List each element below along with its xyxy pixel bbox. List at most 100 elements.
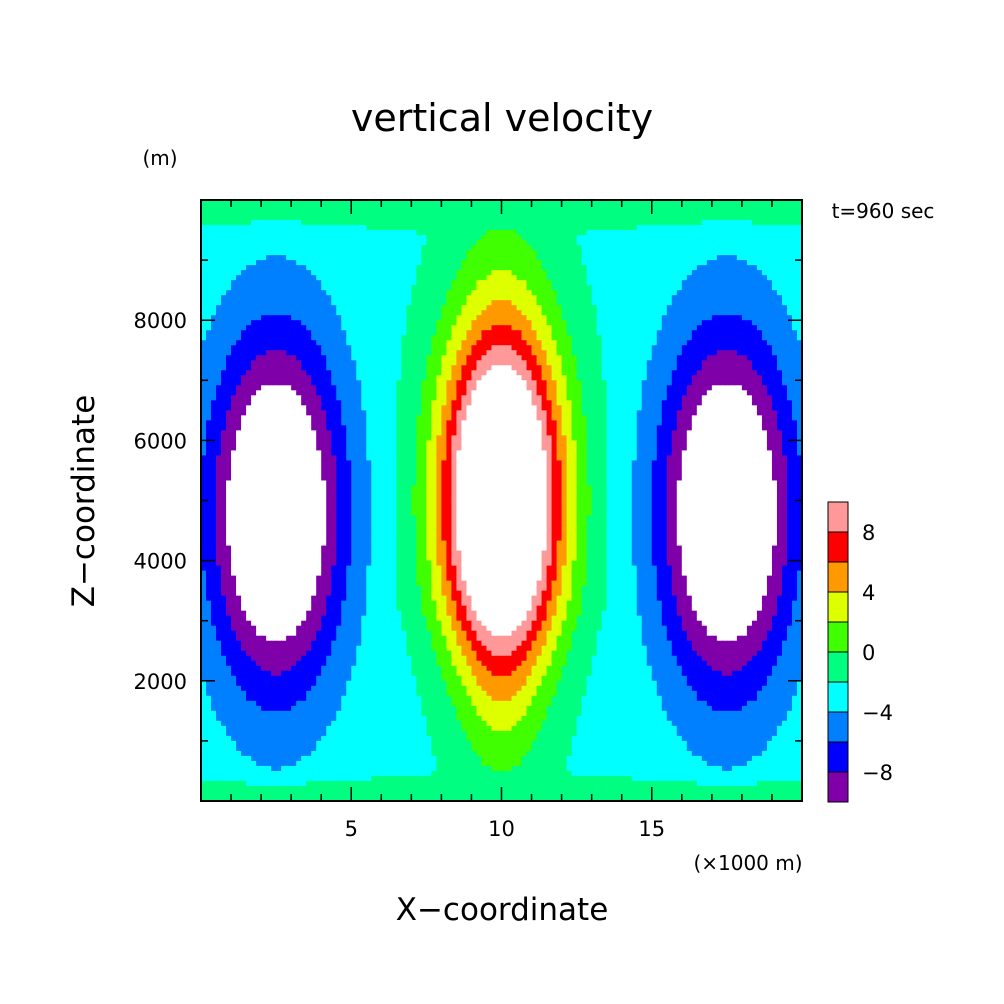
contour-cell [301, 285, 307, 291]
contour-cell [766, 280, 773, 286]
contour-cell [706, 325, 713, 331]
contour-cell [786, 305, 793, 311]
contour-cell [336, 360, 342, 366]
contour-cell [436, 220, 442, 226]
contour-cell [281, 355, 287, 361]
contour-cell [506, 300, 513, 306]
contour-cell [311, 295, 317, 301]
contour-cell [621, 210, 628, 216]
contour-cell [616, 225, 623, 231]
contour-cell [441, 405, 448, 411]
contour-cell [656, 310, 663, 316]
contour-cell [591, 290, 598, 296]
contour-cell [251, 360, 257, 366]
contour-cell [441, 330, 448, 336]
contour-cell [466, 215, 473, 221]
contour-cell [686, 290, 693, 296]
contour-cell [376, 335, 382, 341]
contour-cell [666, 215, 673, 221]
contour-cell [641, 270, 648, 276]
contour-cell [716, 240, 723, 246]
contour-cell [736, 205, 743, 211]
contour-cell [541, 215, 548, 221]
contour-cell [746, 245, 753, 251]
contour-cell [796, 285, 803, 291]
contour-cell [586, 370, 593, 376]
contour-cell [296, 210, 302, 216]
contour-cell [761, 265, 768, 271]
contour-cell [251, 380, 257, 386]
contour-cell [311, 245, 317, 251]
contour-cell [506, 255, 513, 261]
contour-cell [676, 330, 683, 336]
contour-cell [416, 355, 422, 361]
contour-cell [351, 235, 357, 241]
contour-cell [781, 350, 788, 356]
contour-cell [566, 405, 573, 411]
contour-cell [776, 290, 783, 296]
contour-cell [291, 225, 297, 231]
contour-cell [451, 260, 458, 266]
contour-cell [366, 395, 372, 401]
contour-cell [571, 385, 578, 391]
contour-cell [506, 215, 513, 221]
contour-cell [341, 285, 347, 291]
contour-cell [416, 225, 422, 231]
contour-cell [751, 355, 758, 361]
contour-cell [231, 360, 237, 366]
contour-cell [566, 225, 573, 231]
contour-cell [216, 340, 222, 346]
contour-cell [351, 270, 357, 276]
contour-cell [796, 300, 803, 306]
contour-cell [381, 250, 387, 256]
contour-cell [641, 355, 648, 361]
contour-cell [681, 315, 688, 321]
contour-cell [611, 200, 618, 206]
contour-cell [326, 380, 332, 386]
contour-cell [676, 265, 683, 271]
contour-cell [281, 255, 287, 261]
contour-cell [401, 200, 407, 206]
contour-cell [766, 245, 773, 251]
contour-cell [501, 325, 508, 331]
contour-cell [626, 320, 633, 326]
contour-cell [661, 350, 668, 356]
contour-cell [211, 295, 217, 301]
contour-cell [411, 380, 417, 386]
contour-cell [331, 260, 337, 266]
contour-cell [271, 265, 277, 271]
contour-cell [766, 340, 773, 346]
contour-cell [351, 215, 357, 221]
contour-cell [686, 375, 693, 381]
contour-cell [761, 250, 768, 256]
contour-cell [626, 375, 633, 381]
contour-cell [391, 280, 397, 286]
contour-cell [366, 260, 372, 266]
contour-cell [386, 360, 392, 366]
contour-cell [531, 240, 538, 246]
contour-cell [511, 335, 518, 341]
contour-cell [766, 230, 773, 236]
contour-cell [726, 240, 733, 246]
contour-cell [561, 365, 568, 371]
contour-cell [611, 250, 618, 256]
contour-cell [511, 280, 518, 286]
contour-cell [306, 380, 312, 386]
contour-cell [451, 250, 458, 256]
contour-cell [691, 330, 698, 336]
contour-cell [531, 355, 538, 361]
contour-cell [681, 300, 688, 306]
contour-cell [296, 345, 302, 351]
contour-cell [201, 360, 207, 366]
contour-cell [501, 365, 508, 371]
contour-cell [776, 220, 783, 226]
contour-cell [796, 375, 803, 381]
contour-cell [796, 265, 803, 271]
contour-cell [466, 230, 473, 236]
contour-cell [451, 205, 458, 211]
contour-cell [746, 390, 753, 396]
contour-cell [491, 270, 498, 276]
contour-cell [201, 280, 207, 286]
contour-cell [746, 340, 753, 346]
contour-cell [741, 400, 748, 406]
